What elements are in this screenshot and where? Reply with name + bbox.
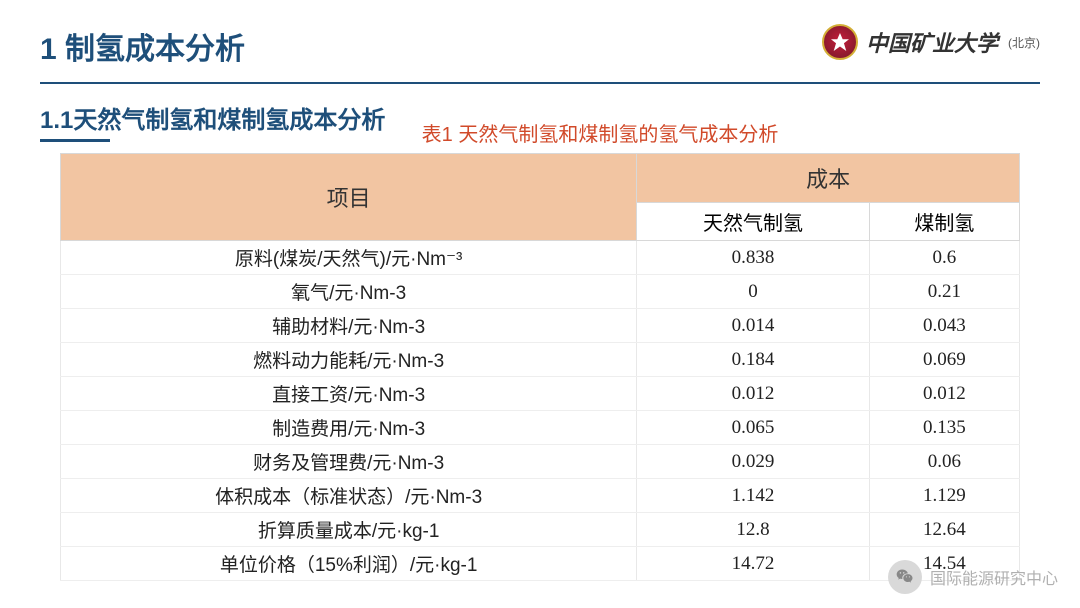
row-value-gas: 0.065 bbox=[637, 411, 870, 445]
university-seal-icon bbox=[822, 24, 858, 60]
row-value-gas: 0.838 bbox=[637, 241, 870, 275]
table-row: 直接工资/元·Nm-30.0120.012 bbox=[61, 377, 1020, 411]
row-value-gas: 0.014 bbox=[637, 309, 870, 343]
row-value-gas: 0.012 bbox=[637, 377, 870, 411]
cost-table: 项目 成本 天然气制氢 煤制氢 原料(煤炭/天然气)/元·Nm⁻³0.8380.… bbox=[60, 153, 1020, 581]
row-label: 燃料动力能耗/元·Nm-3 bbox=[61, 343, 637, 377]
university-logo-block: 中国矿业大学 (北京) bbox=[822, 24, 1040, 60]
university-name: 中国矿业大学 bbox=[866, 26, 998, 58]
row-label: 辅助材料/元·Nm-3 bbox=[61, 309, 637, 343]
table-row: 财务及管理费/元·Nm-30.0290.06 bbox=[61, 445, 1020, 479]
row-value-gas: 0 bbox=[637, 275, 870, 309]
row-value-gas: 12.8 bbox=[637, 513, 870, 547]
table-row: 单位价格（15%利润）/元·kg-114.7214.54 bbox=[61, 547, 1020, 581]
main-title: 1 制氢成本分析 bbox=[40, 24, 245, 68]
row-value-gas: 1.142 bbox=[637, 479, 870, 513]
row-value-coal: 0.135 bbox=[869, 411, 1019, 445]
row-value-coal: 0.21 bbox=[869, 275, 1019, 309]
slide-header: 1 制氢成本分析 中国矿业大学 (北京) bbox=[0, 0, 1080, 76]
row-label: 折算质量成本/元·kg-1 bbox=[61, 513, 637, 547]
cost-table-body: 原料(煤炭/天然气)/元·Nm⁻³0.8380.6氧气/元·Nm-300.21辅… bbox=[61, 241, 1020, 581]
table-row: 辅助材料/元·Nm-30.0140.043 bbox=[61, 309, 1020, 343]
table-row: 燃料动力能耗/元·Nm-30.1840.069 bbox=[61, 343, 1020, 377]
col-header-item: 项目 bbox=[61, 154, 637, 241]
cost-table-wrap: 项目 成本 天然气制氢 煤制氢 原料(煤炭/天然气)/元·Nm⁻³0.8380.… bbox=[0, 153, 1080, 581]
col-header-cost: 成本 bbox=[637, 154, 1020, 203]
table-row: 氧气/元·Nm-300.21 bbox=[61, 275, 1020, 309]
row-value-coal: 12.64 bbox=[869, 513, 1019, 547]
col-header-gas: 天然气制氢 bbox=[637, 203, 870, 241]
row-value-coal: 1.129 bbox=[869, 479, 1019, 513]
row-value-coal: 0.069 bbox=[869, 343, 1019, 377]
wechat-icon bbox=[888, 560, 922, 594]
university-suffix: (北京) bbox=[1008, 34, 1040, 51]
row-value-coal: 0.043 bbox=[869, 309, 1019, 343]
row-value-gas: 0.184 bbox=[637, 343, 870, 377]
row-value-gas: 14.72 bbox=[637, 547, 870, 581]
wechat-watermark: 国际能源研究中心 bbox=[888, 560, 1058, 594]
watermark-label: 国际能源研究中心 bbox=[930, 565, 1058, 589]
table-row: 制造费用/元·Nm-30.0650.135 bbox=[61, 411, 1020, 445]
row-label: 氧气/元·Nm-3 bbox=[61, 275, 637, 309]
subtitle-underline bbox=[40, 139, 110, 142]
row-label: 原料(煤炭/天然气)/元·Nm⁻³ bbox=[61, 241, 637, 275]
row-value-coal: 0.012 bbox=[869, 377, 1019, 411]
row-label: 体积成本（标准状态）/元·Nm-3 bbox=[61, 479, 637, 513]
table-row: 折算质量成本/元·kg-112.812.64 bbox=[61, 513, 1020, 547]
table-row: 体积成本（标准状态）/元·Nm-31.1421.129 bbox=[61, 479, 1020, 513]
row-value-coal: 0.06 bbox=[869, 445, 1019, 479]
col-header-coal: 煤制氢 bbox=[869, 203, 1019, 241]
row-label: 制造费用/元·Nm-3 bbox=[61, 411, 637, 445]
row-label: 单位价格（15%利润）/元·kg-1 bbox=[61, 547, 637, 581]
row-value-gas: 0.029 bbox=[637, 445, 870, 479]
row-value-coal: 0.6 bbox=[869, 241, 1019, 275]
row-label: 直接工资/元·Nm-3 bbox=[61, 377, 637, 411]
row-label: 财务及管理费/元·Nm-3 bbox=[61, 445, 637, 479]
table-row: 原料(煤炭/天然气)/元·Nm⁻³0.8380.6 bbox=[61, 241, 1020, 275]
